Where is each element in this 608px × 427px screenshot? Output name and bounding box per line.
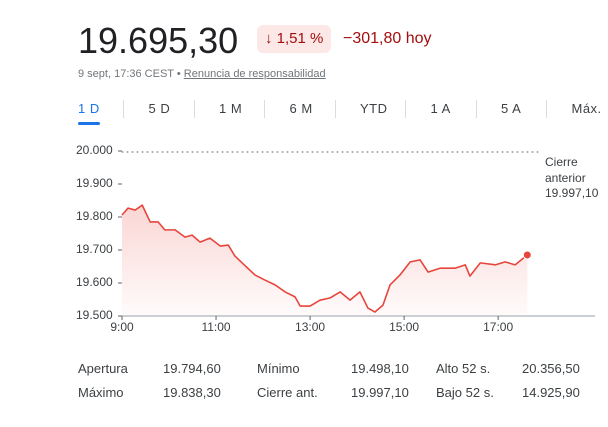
reference-value: 19.997,10 [545,186,599,200]
change-abs: −301,80 hoy [343,30,432,47]
last-point [522,250,532,260]
stat-label: Máximo [78,385,124,400]
tab-separator [405,100,406,118]
y-tick-label: 19.700 [76,242,113,256]
stat-label: Bajo 52 s. [436,385,494,400]
tab[interactable]: 5 D [148,101,171,116]
tab[interactable]: 1 M [219,101,243,116]
stat-label: Alto 52 s. [436,361,491,376]
y-tick-label: 19.800 [76,209,113,223]
price-line [121,204,528,313]
y-tick-label: 19.600 [76,275,113,289]
x-tick-label: 15:00 [389,320,419,334]
y-tick-label: 19.900 [76,176,113,190]
tab-separator [264,100,265,118]
stat-value: 19.498,10 [351,361,409,376]
x-tick-label: 9:00 [110,320,134,334]
stat-value: 19.838,30 [163,385,221,400]
tab[interactable]: 6 M [289,101,313,116]
x-tick-label: 11:00 [201,320,230,334]
stat-value: 20.356,50 [522,361,580,376]
y-tick-label: 20.000 [76,143,113,157]
stat-label: Apertura [78,361,128,376]
stat-value: 19.997,10 [351,385,409,400]
tab[interactable]: 5 A [501,101,522,116]
tab[interactable]: 1 D [78,101,100,116]
y-tick-label: 19.500 [76,308,113,322]
disclaimer-link[interactable]: Renuncia de responsabilidad [183,68,326,80]
tab-indicator [78,122,100,125]
change-percent: 1,51 % [276,30,324,47]
tab-separator [123,100,124,118]
arrow-icon: ↓ [265,30,277,47]
tab-separator [546,100,547,118]
price: 19.695,30 [78,20,239,61]
stat-label: Mínimo [257,361,300,376]
tab[interactable]: 1 A [430,101,451,116]
reference-label: Cierre anterior [545,155,586,185]
tab[interactable]: YTD [360,101,388,116]
stat-label: Cierre ant. [257,385,318,400]
tab-separator [334,100,336,118]
tab-separator [475,100,477,118]
tab[interactable]: Máx. [571,101,602,116]
tab-separator [193,100,195,118]
timestamp: 9 sept, 17:36 CEST [78,68,174,80]
stat-value: 14.925,90 [522,385,580,400]
area [122,205,528,316]
x-tick-label: 17:00 [483,320,513,334]
timestamp-row: 9 sept, 17:36 CEST • Renuncia de respons… [78,68,326,80]
x-tick-label: 13:00 [295,320,325,334]
change-badge: ↓ 1,51 % [257,25,332,53]
stat-value: 19.794,60 [163,361,221,376]
